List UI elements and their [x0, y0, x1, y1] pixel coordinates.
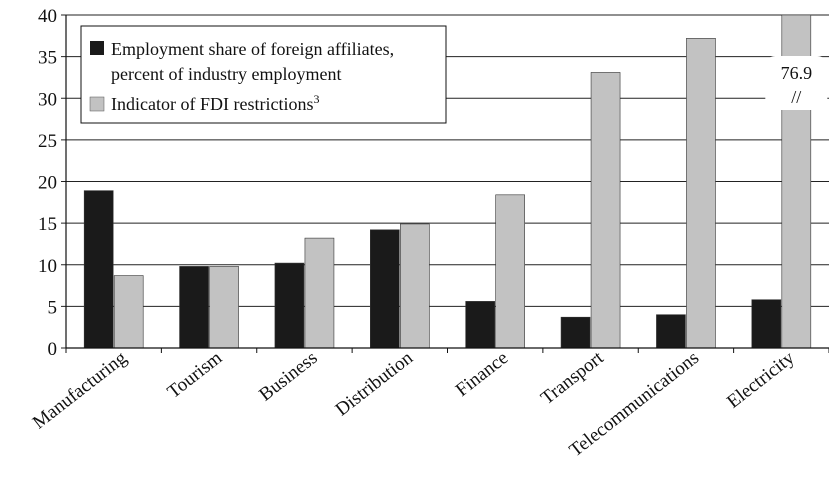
x-category-label: Business — [255, 347, 321, 405]
y-tick-label: 5 — [48, 297, 58, 318]
y-tick-label: 15 — [38, 214, 57, 235]
break-label-background — [765, 56, 828, 110]
legend-swatch-fdi — [89, 96, 105, 112]
x-category-label: Tourism — [164, 347, 227, 403]
y-tick-label: 10 — [38, 256, 57, 277]
y-tick-label: 30 — [38, 89, 57, 110]
bar-employment-transport — [560, 316, 591, 349]
legend-swatch-employment — [90, 41, 104, 55]
legend: Employment share of foreign affiliates, … — [80, 25, 447, 124]
y-tick-label: 35 — [38, 48, 57, 69]
x-category-label: Finance — [452, 347, 512, 401]
legend-label-fdi: Indicator of FDI restrictions3 — [111, 92, 319, 114]
x-category-label: Electricity — [723, 347, 799, 413]
bar-employment-tourism — [179, 266, 209, 349]
x-category-label: Manufacturing — [29, 347, 131, 433]
bar-fdi-finance — [495, 194, 525, 349]
y-tick-label: 0 — [48, 339, 58, 360]
bar-fdi-tourism — [209, 266, 239, 349]
bar-employment-electricity — [751, 299, 782, 349]
y-axis-ticks: 0 5 10 15 20 25 30 35 40 — [38, 6, 66, 360]
legend-label-employment-line1: Employment share of foreign affiliates, — [111, 39, 394, 59]
bar-fdi-distribution — [400, 223, 430, 349]
axis-break-mark: // — [791, 87, 801, 107]
axes — [65, 15, 829, 353]
bar-employment-business — [274, 262, 305, 349]
x-category-label: Distribution — [332, 347, 418, 420]
legend-label-fdi-superscript: 3 — [313, 92, 319, 106]
bar-employment-finance — [465, 301, 495, 349]
break-value-label: 76.9 — [781, 63, 813, 83]
y-tick-label: 20 — [38, 173, 57, 194]
bar-employment-manufacturing — [83, 190, 114, 349]
bar-fdi-telecommunications — [686, 38, 716, 349]
x-category-label: Transport — [537, 347, 608, 409]
bar-employment-telecommunications — [656, 314, 686, 349]
legend-label-fdi-text: Indicator of FDI restrictions — [111, 94, 313, 114]
y-tick-label: 40 — [38, 6, 57, 27]
bar-fdi-manufacturing — [113, 275, 144, 349]
break-annotation: 76.9 // — [765, 56, 828, 110]
x-axis-labels: Manufacturing Tourism Business Distribution… — [29, 347, 799, 461]
bar-fdi-business — [304, 237, 335, 349]
y-tick-label: 25 — [38, 131, 57, 152]
bar-fdi-transport — [590, 72, 621, 349]
legend-box — [80, 25, 447, 124]
bar-employment-distribution — [370, 229, 400, 349]
legend-label-employment-line2: percent of industry employment — [111, 64, 341, 84]
